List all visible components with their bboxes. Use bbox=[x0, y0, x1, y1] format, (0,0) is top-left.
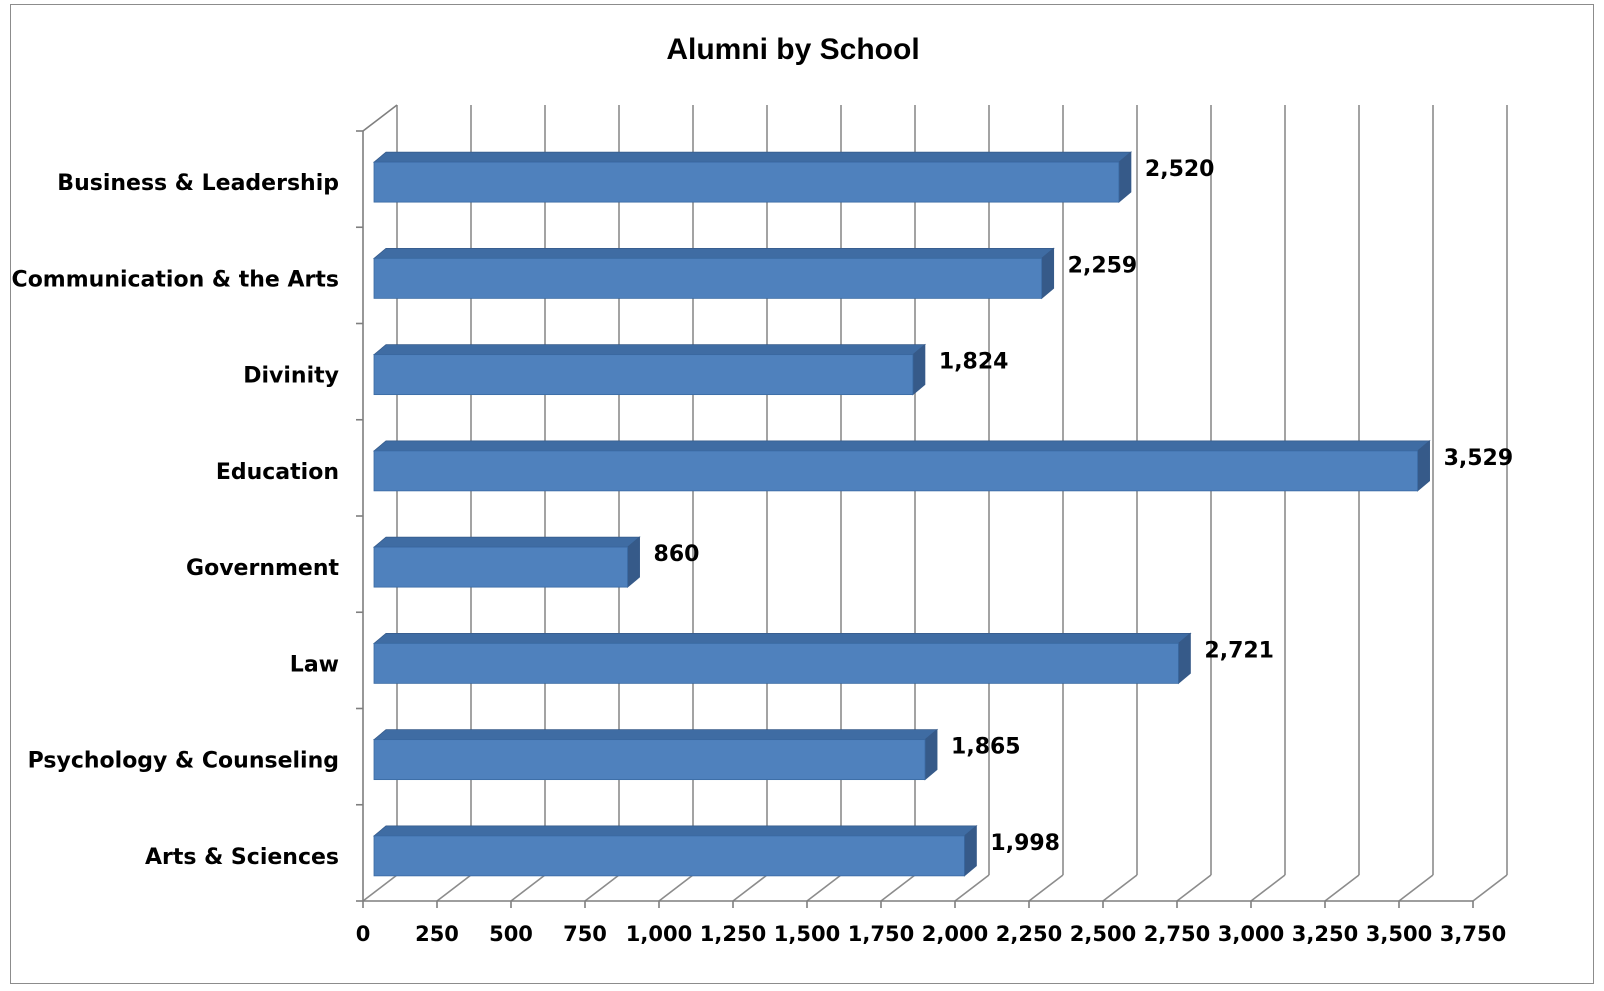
x-tick-label: 2,250 bbox=[996, 922, 1062, 946]
data-label: 2,721 bbox=[1204, 638, 1274, 663]
x-tick-label: 0 bbox=[356, 922, 371, 946]
x-tick-label: 3,750 bbox=[1440, 922, 1506, 946]
gridlines bbox=[362, 105, 1508, 902]
gridline-floor bbox=[362, 874, 398, 902]
x-tick-label: 1,750 bbox=[848, 922, 914, 946]
category-label: Education bbox=[216, 460, 339, 485]
gridline-floor bbox=[1324, 874, 1360, 902]
data-label: 860 bbox=[654, 542, 700, 567]
data-label: 2,520 bbox=[1145, 157, 1215, 182]
category-label: Divinity bbox=[243, 364, 339, 389]
x-tick-label: 3,000 bbox=[1218, 922, 1284, 946]
gridline-floor bbox=[1250, 874, 1286, 902]
x-tick-label: 2,500 bbox=[1070, 922, 1136, 946]
gridline-floor bbox=[1472, 874, 1508, 902]
x-tick-label: 2,000 bbox=[922, 922, 988, 946]
category-label: Psychology & Counseling bbox=[28, 749, 339, 774]
x-tick-label: 3,250 bbox=[1292, 922, 1358, 946]
bar bbox=[373, 739, 926, 781]
bar bbox=[373, 354, 914, 396]
x-tick-label: 500 bbox=[489, 922, 533, 946]
x-tick-label: 3,500 bbox=[1366, 922, 1432, 946]
data-label: 1,865 bbox=[951, 735, 1021, 760]
gridline-floor bbox=[880, 874, 916, 902]
gridline-floor bbox=[584, 874, 620, 902]
bars bbox=[372, 151, 1431, 877]
x-tick-label: 250 bbox=[415, 922, 459, 946]
gridline-floor bbox=[1028, 874, 1064, 902]
gridline-floor bbox=[1398, 874, 1434, 902]
bar-top-face bbox=[372, 825, 978, 837]
chart-frame: 0 250 500 750 1,000 1,250 1,500 1,750 2,000 2,250… bbox=[10, 4, 1594, 984]
bar bbox=[373, 257, 1043, 299]
labels: 0 250 500 750 1,000 1,250 1,500 1,750 2,000 2,250… bbox=[12, 157, 1514, 946]
gridline-floor bbox=[1176, 874, 1212, 902]
gridline-floor bbox=[436, 874, 472, 902]
bar-top-face bbox=[372, 729, 939, 741]
bar bbox=[373, 835, 965, 877]
category-label: Arts & Sciences bbox=[145, 845, 339, 870]
gridline-floor bbox=[1102, 874, 1138, 902]
bar bbox=[373, 161, 1120, 203]
bar bbox=[373, 546, 628, 588]
bar-top-face bbox=[372, 536, 641, 548]
axes bbox=[356, 104, 1474, 908]
gridline-floor bbox=[806, 874, 842, 902]
x-tick-label: 1,250 bbox=[700, 922, 766, 946]
bar-top-face bbox=[372, 151, 1133, 163]
x-tick-label: 1,500 bbox=[774, 922, 840, 946]
bar-top-face bbox=[372, 440, 1431, 452]
gridline-floor bbox=[510, 874, 546, 902]
category-label: Law bbox=[290, 652, 339, 677]
category-label: Communication & the Arts bbox=[12, 267, 339, 292]
bar-top-face bbox=[372, 344, 927, 356]
data-label: 1,824 bbox=[939, 350, 1009, 375]
x-tick-label: 750 bbox=[563, 922, 607, 946]
bar-chart: 0 250 500 750 1,000 1,250 1,500 1,750 2,000 2,250… bbox=[12, 33, 1514, 946]
data-label: 2,259 bbox=[1068, 253, 1138, 278]
category-label: Business & Leadership bbox=[57, 171, 339, 196]
chart-title: Alumni by School bbox=[666, 33, 919, 66]
gridline-floor bbox=[658, 874, 694, 902]
bar-top-face bbox=[372, 632, 1192, 644]
gridline-floor bbox=[954, 874, 990, 902]
category-label: Government bbox=[186, 556, 339, 581]
bar bbox=[373, 450, 1418, 492]
gridline-floor bbox=[732, 874, 768, 902]
bar bbox=[373, 642, 1179, 684]
x-tick-label: 2,750 bbox=[1144, 922, 1210, 946]
y-axis-depth-line bbox=[362, 104, 398, 132]
x-tick-label: 1,000 bbox=[626, 922, 692, 946]
data-label: 3,529 bbox=[1444, 446, 1514, 471]
bar-top-face bbox=[372, 247, 1055, 259]
data-label: 1,998 bbox=[990, 831, 1060, 856]
